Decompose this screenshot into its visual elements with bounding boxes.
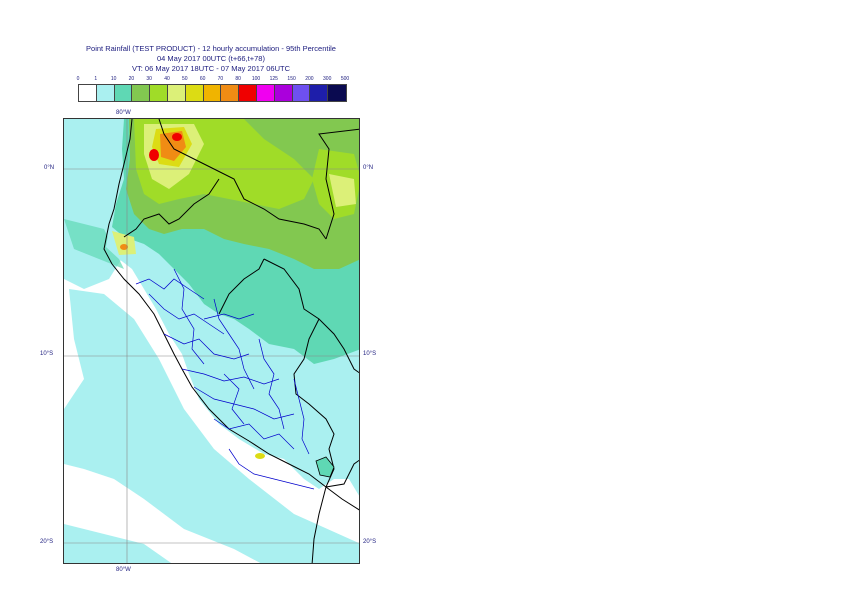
chart-title: Point Rainfall (TEST PRODUCT) - 12 hourl… xyxy=(86,44,336,53)
rainfall-map xyxy=(63,118,360,564)
forecast-base-time: 04 May 2017 00UTC (t+66,t+78) xyxy=(157,54,265,63)
legend-label: 30 xyxy=(146,76,152,82)
legend-label: 200 xyxy=(305,76,314,82)
lon-label-bottom: 80°W xyxy=(116,567,131,573)
border-ecuador-colombia xyxy=(158,119,327,240)
core-red-2 xyxy=(172,133,182,141)
legend-label: 100 xyxy=(251,76,261,82)
border-ecuador-peru xyxy=(123,178,220,238)
core-yellow-south xyxy=(255,453,265,459)
legend-swatch xyxy=(79,85,97,101)
legend-label: 80 xyxy=(235,76,241,82)
lat-label-right-20s: 20°S xyxy=(363,539,377,545)
core-red-1 xyxy=(149,149,159,161)
offshore-teal-streak xyxy=(64,219,124,269)
legend-swatch xyxy=(150,85,168,101)
legend-swatch xyxy=(256,85,275,101)
offshore-band-3 xyxy=(64,524,172,563)
map-svg xyxy=(64,119,359,563)
legend-swatch xyxy=(328,85,346,101)
legend-label: 500 xyxy=(340,76,350,82)
legend-swatch xyxy=(203,85,222,101)
lake-titicaca xyxy=(315,456,335,478)
legend-label: 125 xyxy=(269,76,278,82)
lat-label-left-10s: 10°S xyxy=(40,351,54,357)
legend-label: 1 xyxy=(94,76,98,82)
legend-label: 0 xyxy=(76,76,80,82)
border-peru-brazil xyxy=(218,258,335,488)
legend-label: 60 xyxy=(199,76,206,82)
lat-label-right-0: 0°N xyxy=(363,165,374,171)
offshore-band-2 xyxy=(64,289,359,563)
legend-swatch xyxy=(221,85,240,101)
legend-label: 40 xyxy=(164,76,170,82)
legend-labels: 0 1 10 20 30 40 50 60 70 80 100 125 150 200 300 500 xyxy=(0,76,842,84)
legend-swatch xyxy=(114,85,133,101)
legend-swatch xyxy=(274,85,293,101)
lat-label-right-10s: 10°S xyxy=(363,351,377,357)
legend-colorbar xyxy=(78,84,347,102)
lat-label-left-0: 0°N xyxy=(44,165,55,171)
legend-swatch xyxy=(96,85,115,101)
legend-label: 50 xyxy=(182,76,188,82)
land-paleyellow-nw xyxy=(112,231,136,255)
regional-borders xyxy=(135,268,315,490)
lon-label-top: 80°W xyxy=(116,110,131,116)
core-red-3 xyxy=(120,244,128,250)
land-paleyellow-east xyxy=(329,174,356,207)
legend-label: 20 xyxy=(128,76,135,82)
legend-swatch xyxy=(167,85,186,101)
valid-time: VT: 06 May 2017 18UTC - 07 May 2017 06UT… xyxy=(132,64,290,73)
border-bolivia-chile xyxy=(311,459,359,563)
legend-label: 70 xyxy=(217,76,224,82)
legend-label: 10 xyxy=(110,76,117,82)
legend-swatch xyxy=(292,85,311,101)
legend-swatch xyxy=(185,85,204,101)
legend-label: 300 xyxy=(323,76,332,82)
legend-label: 150 xyxy=(287,76,296,82)
legend-swatch xyxy=(132,85,151,101)
lat-label-left-20s: 20°S xyxy=(40,539,54,545)
legend-swatch xyxy=(239,85,257,101)
legend-swatch xyxy=(310,85,329,101)
